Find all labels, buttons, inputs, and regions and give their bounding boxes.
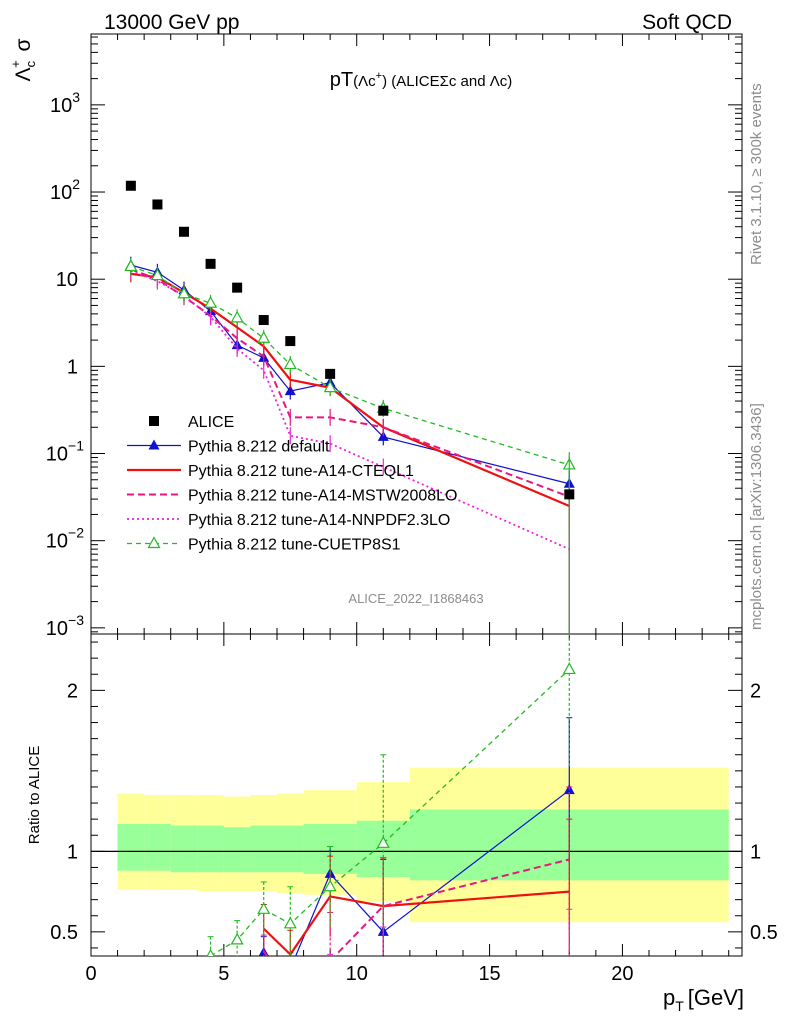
ratio-y-tick-label: 2 (67, 680, 78, 702)
header-right: Soft QCD (642, 11, 732, 34)
ratio-marker (230, 932, 244, 945)
data-point (205, 258, 216, 269)
legend-label: Pythia 8.212 tune-A14-NNPDF2.3LO (188, 512, 450, 529)
uncertainty-bands (91, 767, 742, 923)
ratio-marker (257, 902, 271, 914)
series-line (130, 272, 570, 508)
legend-label: ALICE (188, 414, 234, 431)
inner-band (117, 823, 145, 871)
ratio-marker (562, 662, 576, 675)
inner-band (144, 823, 171, 871)
ratio-marker (283, 916, 297, 929)
y-tick-label: 10 (56, 269, 78, 291)
series-line (130, 268, 570, 498)
series-marker (284, 385, 296, 396)
y-tick-label: 10−2 (46, 525, 84, 553)
x-tick-label: 5 (218, 963, 229, 985)
series-marker (124, 259, 138, 272)
ratio-y-tick-label: 0.5 (50, 922, 78, 944)
ratio-marker (206, 948, 215, 956)
inner-band (277, 825, 304, 873)
main-series (124, 180, 576, 634)
ratio-marker (376, 836, 390, 848)
legend-label: Pythia 8.212 tune-A14-CTEQL1 (188, 463, 414, 480)
data-point (125, 180, 136, 191)
data-point (285, 336, 296, 347)
x-tick-label: 10 (346, 963, 368, 985)
series-marker (323, 380, 337, 393)
y-tick-label: 103 (50, 89, 80, 117)
data-point (152, 199, 163, 210)
data-point (258, 315, 269, 326)
y-tick-label: 10−3 (46, 612, 84, 640)
x-tick-label: 0 (85, 963, 96, 985)
series-marker (257, 331, 271, 343)
ratio-line (290, 974, 569, 1000)
y-tick-label: 102 (50, 176, 80, 204)
y-tick-label: 10−1 (46, 438, 84, 466)
header-left: 13000 GeV pp (104, 11, 239, 34)
inner-band (197, 825, 224, 873)
ratio-y-tick-label: 1 (67, 841, 78, 863)
legend-marker (148, 439, 160, 450)
ratio-panel-frame (90, 633, 743, 957)
series-line (130, 265, 570, 466)
ratio-marker (323, 879, 337, 892)
ratio-y-tick-label-right: 2 (750, 680, 761, 702)
plot-title: pT(Λc+) (ALICEΣc and Λc) (330, 69, 512, 91)
series-marker (283, 357, 297, 370)
legend-label: Pythia 8.212 default (188, 439, 330, 456)
data-point (179, 226, 189, 237)
legend: ALICE Pythia 8.212 default Pythia 8.212 tu… (127, 414, 457, 554)
x-tick-label: 20 (611, 963, 633, 985)
data-point (325, 368, 336, 379)
data-point (564, 489, 575, 500)
ratio-y-tick-label-right: 1 (750, 841, 761, 863)
data-point (232, 282, 243, 293)
data-point (378, 405, 389, 416)
series-marker (150, 268, 164, 281)
series-line (130, 264, 570, 485)
ratio-series (206, 634, 576, 1000)
rivet-version-label: Rivet 3.1.10, ≥ 300k events (748, 83, 765, 265)
x-axis-label: pT [GeV] (663, 985, 744, 1014)
x-tick-label: 15 (478, 963, 500, 985)
series-marker (204, 295, 218, 308)
mcplots-url-label: mcplots.cern.ch [arXiv:1306.3436] (748, 403, 765, 630)
y-tick-label: 1 (67, 356, 78, 378)
axis-ticks: 0 5 10 15 20 10−3 10−2 10−1 1 10 102 103 0.5 0.5 1 1 2 2 (46, 34, 778, 985)
series-marker (377, 430, 389, 441)
ratio-marker (285, 963, 296, 973)
legend-marker (149, 416, 159, 426)
legend-label: Pythia 8.212 tune-A14-MSTW2008LO (188, 488, 457, 505)
svg-text:Λc+ σ: Λc+ σ (8, 39, 38, 82)
series-line (130, 269, 570, 550)
legend-marker (147, 536, 161, 549)
legend-label: Pythia 8.212 tune-CUETP8S1 (188, 537, 401, 554)
ratio-y-axis-label: Ratio to ALICE (26, 746, 43, 844)
ratio-y-tick-label-right: 0.5 (750, 922, 778, 944)
series-marker (177, 286, 191, 299)
series-marker (230, 310, 244, 323)
analysis-id-label: ALICE_2022_I1868463 (348, 591, 483, 606)
inner-band (250, 825, 277, 873)
y-axis-label: Λc+ σ (8, 39, 38, 82)
inner-band (170, 825, 198, 873)
inner-band (223, 827, 251, 873)
